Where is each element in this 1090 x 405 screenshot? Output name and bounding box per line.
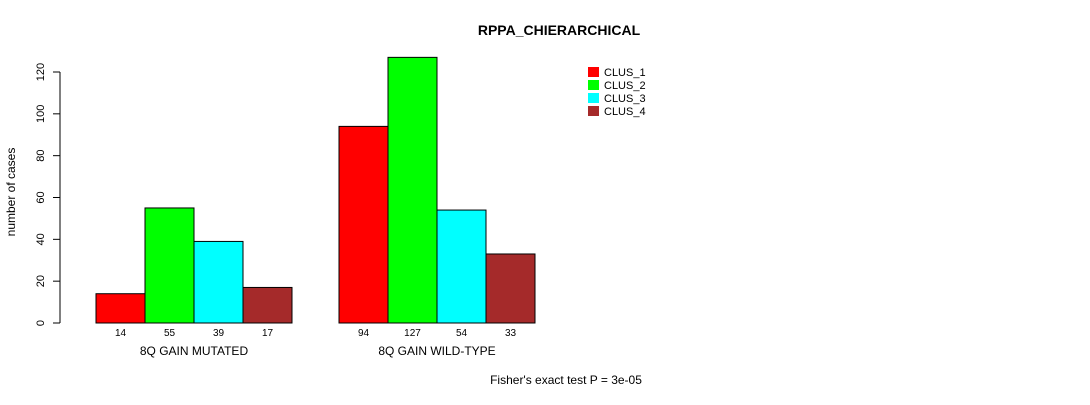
- bar: [144, 207, 195, 324]
- y-axis-label: number of cases: [4, 148, 18, 237]
- legend-swatch: [588, 80, 599, 90]
- bar-value-label: 94: [358, 328, 370, 339]
- legend-swatch: [588, 67, 599, 77]
- bar: [242, 286, 293, 324]
- bar: [436, 209, 487, 324]
- bar-value-label: 39: [213, 328, 225, 339]
- y-axis: 0 20 40 60 80 100 120: [35, 63, 61, 326]
- bar: [193, 240, 244, 324]
- y-tick-label: 60: [35, 191, 47, 203]
- y-tick-label: 100: [35, 105, 47, 123]
- bar: [95, 293, 146, 324]
- legend-label: CLUS_1: [604, 67, 646, 79]
- legend-label: CLUS_2: [604, 80, 646, 92]
- y-tick-label: 80: [35, 150, 47, 162]
- bar-value-label: 55: [164, 328, 176, 339]
- bar: [338, 125, 389, 324]
- legend-swatch: [588, 106, 599, 116]
- bar-value-label: 14: [115, 328, 127, 339]
- x-category-label: 8Q GAIN MUTATED: [140, 344, 249, 358]
- legend-label: CLUS_3: [604, 93, 646, 105]
- legend-swatch: [588, 93, 599, 103]
- y-tick-label: 120: [35, 63, 47, 81]
- x-category-label: 8Q GAIN WILD-TYPE: [378, 344, 495, 358]
- y-tick-label: 40: [35, 233, 47, 245]
- bar: [485, 253, 536, 324]
- bar: [387, 56, 438, 324]
- bar-value-label: 17: [262, 328, 274, 339]
- chart-title: RPPA_CHIERARCHICAL: [478, 22, 641, 38]
- bar-value-label: 54: [456, 328, 468, 339]
- bar-value-label: 33: [505, 328, 517, 339]
- y-tick-label: 20: [35, 275, 47, 287]
- fisher-test-annotation: Fisher's exact test P = 3e-05: [490, 373, 642, 387]
- bars: 14 55 39 17 8Q GAIN MUTATED 94 127 54 33 8Q GAIN …: [95, 56, 536, 358]
- y-tick-label: 0: [35, 320, 47, 326]
- bar-value-label: 127: [404, 328, 421, 339]
- legend-label: CLUS_4: [604, 106, 646, 118]
